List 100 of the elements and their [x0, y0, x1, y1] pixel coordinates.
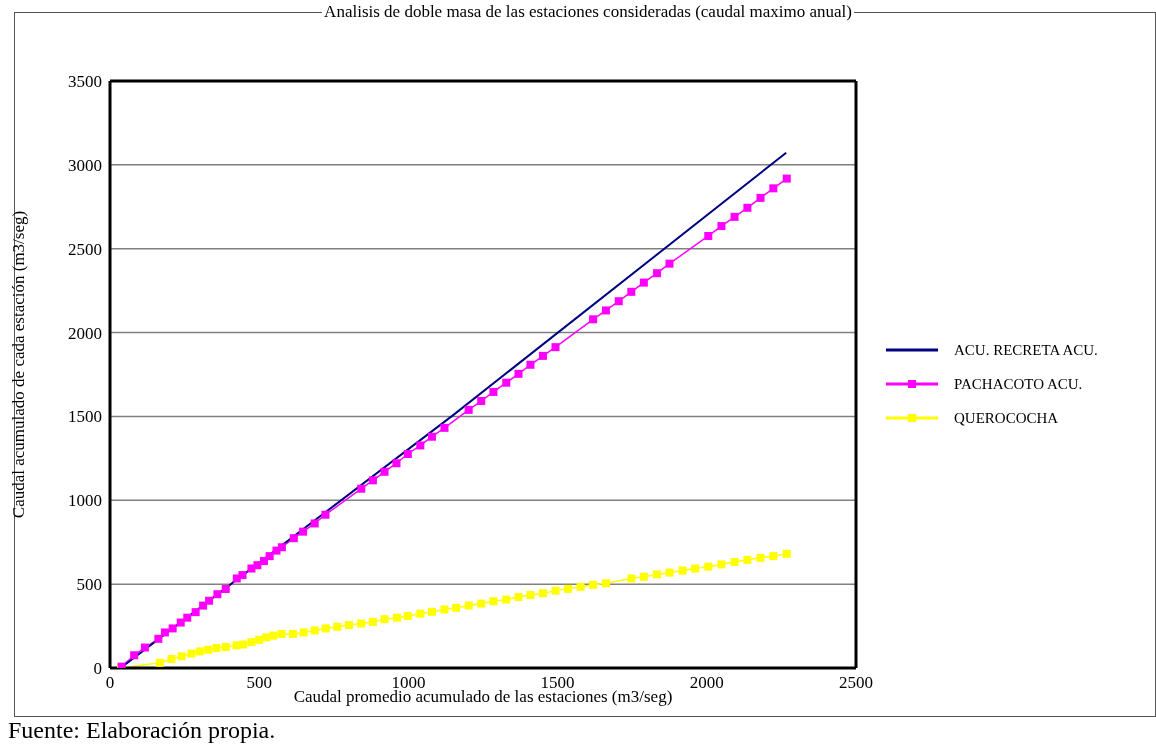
point	[730, 212, 739, 221]
point	[265, 552, 274, 561]
point	[167, 654, 176, 663]
point	[665, 259, 674, 268]
point	[160, 628, 169, 637]
point	[168, 624, 177, 633]
point	[477, 397, 486, 405]
point	[440, 423, 449, 432]
point	[345, 621, 354, 630]
point	[538, 351, 547, 360]
point	[310, 519, 319, 528]
point	[247, 638, 256, 647]
source-note: Fuente: Elaboración propia.	[8, 717, 276, 744]
y-tick-label: 500	[76, 575, 102, 595]
point	[130, 651, 139, 660]
x-tick-label: 500	[246, 673, 272, 693]
point	[589, 580, 598, 589]
point	[392, 459, 401, 468]
point	[614, 297, 623, 306]
point	[743, 203, 752, 212]
point	[357, 619, 366, 628]
point	[427, 607, 436, 616]
point	[403, 450, 412, 458]
point	[514, 369, 523, 378]
point	[691, 564, 700, 573]
x-tick-label: 0	[105, 673, 115, 693]
point	[310, 626, 319, 635]
point	[380, 615, 389, 624]
point	[502, 378, 511, 387]
y-tick-label: 1000	[68, 491, 102, 511]
point	[269, 631, 278, 640]
point	[717, 222, 726, 231]
x-tick-label: 2000	[689, 673, 724, 693]
point	[199, 601, 208, 610]
point	[730, 558, 739, 567]
y-axis-title: Caudal acumulado de cada estación (m3/seg)	[9, 210, 29, 519]
y-tick-label: 3000	[68, 155, 102, 175]
point	[205, 596, 214, 605]
point	[416, 609, 425, 618]
point	[576, 582, 585, 591]
point	[191, 608, 200, 617]
y-tick-label: 2500	[68, 239, 102, 259]
point	[440, 605, 449, 614]
point	[259, 557, 268, 565]
point	[176, 618, 185, 627]
point	[299, 628, 308, 637]
x-tick-label: 2500	[839, 673, 873, 693]
point	[154, 634, 163, 643]
point	[551, 343, 560, 352]
point	[538, 589, 547, 598]
point	[221, 643, 230, 652]
point	[177, 652, 186, 661]
point	[299, 527, 308, 536]
point	[589, 315, 598, 324]
point	[502, 595, 511, 604]
point	[380, 467, 389, 476]
y-tick-label: 1500	[68, 407, 102, 427]
point	[627, 287, 636, 296]
point	[678, 566, 687, 575]
point	[187, 649, 196, 658]
point	[416, 441, 425, 450]
point	[489, 387, 498, 396]
point	[368, 476, 377, 485]
point	[564, 584, 573, 593]
point	[427, 432, 436, 441]
point	[782, 174, 791, 183]
point	[526, 591, 535, 600]
y-tick-label: 0	[93, 659, 102, 679]
point	[452, 603, 461, 612]
point	[743, 555, 752, 564]
point	[195, 647, 204, 656]
point	[213, 590, 222, 599]
point	[321, 624, 330, 633]
point	[464, 601, 473, 610]
point	[155, 658, 164, 667]
point	[514, 593, 523, 602]
point	[627, 574, 636, 583]
point	[639, 572, 648, 581]
point	[639, 278, 648, 287]
point	[333, 622, 342, 631]
y-tick-label: 3500	[68, 72, 102, 92]
point	[782, 549, 791, 558]
point	[288, 629, 297, 638]
chart-title: Analisis de doble masa de las estaciones consideradas (caudal maximo anual)	[322, 2, 854, 21]
point	[652, 570, 661, 579]
point	[704, 562, 713, 571]
point	[652, 269, 661, 278]
legend-label: ACU. RECRETA ACU.	[954, 341, 1098, 359]
point	[277, 629, 286, 638]
point	[140, 643, 149, 652]
point	[239, 640, 248, 649]
point	[704, 231, 713, 240]
point	[717, 560, 726, 569]
legend-label: QUEROCOCHA	[954, 409, 1059, 427]
point	[277, 543, 286, 552]
point	[212, 644, 221, 653]
point	[321, 510, 330, 519]
point	[477, 599, 486, 608]
point	[368, 617, 377, 626]
point	[255, 635, 264, 644]
